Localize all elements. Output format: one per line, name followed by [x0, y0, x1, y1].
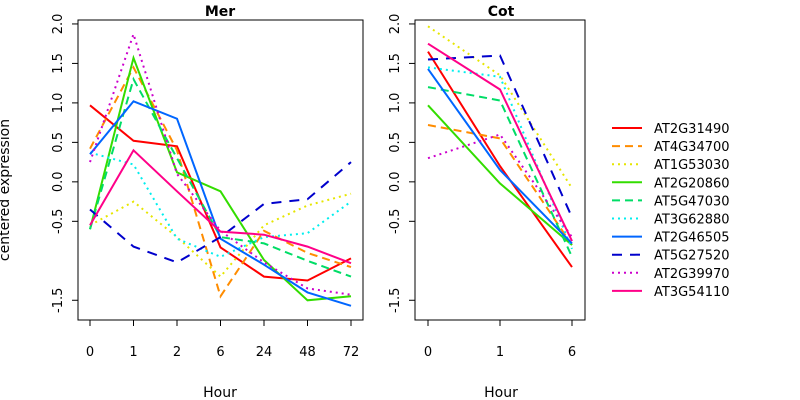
x-tick-label: 6 [568, 345, 576, 360]
x-tick-label: 24 [256, 345, 273, 360]
y-tick-label: 1.0 [388, 93, 403, 114]
series-line-at2g20860 [427, 104, 573, 246]
series-line-at5g47030 [427, 86, 573, 258]
y-tick-label: 0.5 [51, 132, 66, 153]
y-tick-label: 0.0 [388, 171, 403, 192]
y-tick-label: 1.5 [51, 53, 66, 74]
x-tick-label: 1 [129, 345, 137, 360]
legend-label: AT1G53030 [654, 158, 730, 173]
series-line-at3g54110 [427, 42, 573, 242]
legend-label: AT2G20860 [654, 176, 730, 191]
panel-mer: Mer -1.5 -0.5 0.0 0.5 1.0 1.5 2.0 0 1 2 6 24 48 72 Hour… [0, 4, 364, 400]
legend-label: AT4G34700 [654, 140, 730, 155]
y-tick-label: 1.0 [51, 93, 66, 114]
series-line-at5g27520 [427, 54, 573, 218]
y-tick-label: 0.0 [51, 171, 66, 192]
y-tick-label: -0.5 [51, 209, 66, 234]
series-line-at5g27520 [89, 161, 352, 264]
series-line-at2g31490 [427, 51, 573, 268]
x-tick-label: 2 [173, 345, 181, 360]
chart-title: Mer [205, 4, 235, 20]
legend-label: AT2G39970 [654, 267, 730, 282]
x-tick-label: 48 [299, 345, 316, 360]
x-tick-label: 1 [496, 345, 504, 360]
x-axis-label: Hour [203, 385, 237, 400]
y-tick-label: 0.5 [388, 132, 403, 153]
series-line-at3g54110 [89, 148, 352, 265]
y-axis-label: centered expression [0, 119, 13, 261]
x-tick-label: 0 [86, 345, 94, 360]
legend-label: AT3G62880 [654, 213, 730, 228]
series-line-at5g47030 [89, 76, 352, 278]
y-tick-label: -1.5 [388, 288, 403, 313]
legend: AT2G31490 AT4G34700 AT1G53030 AT2G20860 AT5G… [612, 122, 730, 300]
legend-label: AT5G27520 [654, 249, 730, 264]
series-line-at2g39970 [89, 30, 352, 296]
x-tick-label: 72 [343, 345, 360, 360]
legend-label: AT3G54110 [654, 285, 730, 300]
series-line-at2g31490 [89, 104, 352, 282]
panel-cot: Cot -1.5 -0.5 0.0 0.5 1.0 1.5 2.0 0 1 6 Hour [388, 4, 586, 400]
legend-label: AT2G31490 [654, 122, 730, 137]
series-line-at3g62880 [427, 66, 573, 250]
y-tick-label: 1.5 [388, 53, 403, 74]
series-line-at4g34700 [427, 124, 573, 246]
series-line-at2g46505 [427, 68, 573, 245]
series-line-at2g20860 [89, 54, 352, 302]
series-line-at2g46505 [89, 100, 352, 307]
x-tick-label: 0 [424, 345, 432, 360]
series-line-at4g34700 [89, 65, 352, 299]
x-axis-label: Hour [484, 385, 518, 400]
series-line-at1g53030 [427, 25, 573, 189]
y-tick-label: 2.0 [388, 14, 403, 35]
y-tick-label: 2.0 [51, 14, 66, 35]
y-tick-label: -0.5 [388, 209, 403, 234]
series-line-at1g53030 [89, 192, 352, 279]
y-tick-label: -1.5 [51, 288, 66, 313]
legend-label: AT2G46505 [654, 231, 730, 246]
legend-label: AT5G47030 [654, 194, 730, 209]
x-tick-label: 6 [216, 345, 224, 360]
series-line-at2g39970 [427, 133, 573, 238]
chart-title: Cot [488, 4, 515, 20]
